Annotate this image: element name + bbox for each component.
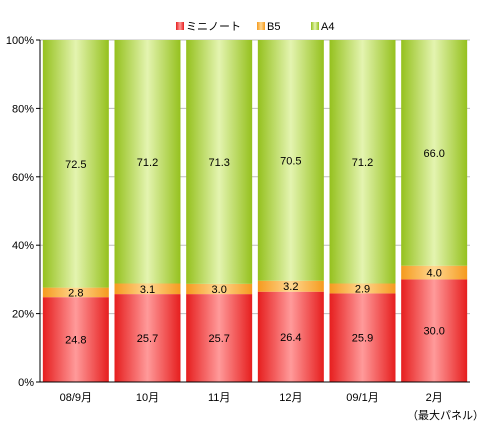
legend-label: ミニノート [186,21,241,33]
legend-label: B5 [267,21,280,33]
bar-segment [329,40,396,284]
x-tick-label: 09/1月 [346,392,378,404]
bar-segment [114,294,181,382]
y-tick-label: 20% [12,309,34,321]
footnote: （最大パネル） [407,408,484,422]
value-label: 3.1 [140,284,155,296]
value-label: 2.9 [355,283,370,295]
value-label: 25.7 [208,333,229,345]
bar-segment [401,265,468,280]
y-tick-label: 40% [12,240,34,252]
bar-segment [257,40,324,281]
value-label: 2.8 [68,287,83,299]
y-tick-labels: 0% 20% 40% 60% 80% 100% [6,35,34,389]
x-tick-label: 2月 [426,392,443,404]
gridlines [36,39,470,383]
bar-segment [42,40,109,288]
value-label: 30.0 [423,326,444,338]
bar-segment [186,40,253,284]
legend-label: A4 [321,21,334,33]
bar-segment [401,40,468,266]
y-tick-label: 0% [18,377,34,389]
bar-segment [329,283,396,294]
value-label: 3.0 [212,284,227,296]
bar-segment [114,40,181,284]
x-tick-label: 12月 [279,392,302,404]
x-tick-labels: 08/9月 10月 11月 12月 09/1月 2月 [60,392,443,404]
value-label: 4.0 [427,268,442,280]
y-tick-label: 100% [6,35,34,47]
x-tick-label: 10月 [136,392,159,404]
y-tick-label: 60% [12,172,34,184]
legend: ミニノート B5 A4 [176,21,334,33]
bar-segment [329,293,396,382]
bar-segment [186,283,253,295]
value-label: 72.5 [65,159,86,171]
value-labels: 24.8 2.8 72.5 25.7 3.1 71.2 25.7 3.0 71.3 26.4 3.2… [65,148,445,347]
legend-swatch [176,22,184,30]
value-label: 71.3 [208,157,229,169]
bar-segment [401,279,468,382]
value-label: 3.2 [283,281,298,293]
axes [39,40,470,383]
value-label: 71.2 [137,157,158,169]
bar-segment [114,283,181,295]
bar-segment [257,280,324,292]
value-label: 24.8 [65,335,86,347]
bar-segment [257,291,324,382]
y-tick-label: 80% [12,103,34,115]
legend-swatch [257,22,265,30]
value-label: 71.2 [352,157,373,169]
legend-swatch [311,22,319,30]
bar-segment [42,297,109,382]
value-label: 26.4 [280,332,301,344]
x-tick-label: 08/9月 [60,392,92,404]
value-label: 70.5 [280,155,301,167]
value-label: 25.7 [137,333,158,345]
bar-segment [42,287,109,298]
bar-segment [186,294,253,382]
value-label: 66.0 [423,148,444,160]
bars [42,40,468,382]
x-tick-label: 11月 [208,392,230,404]
value-label: 25.9 [352,333,373,345]
